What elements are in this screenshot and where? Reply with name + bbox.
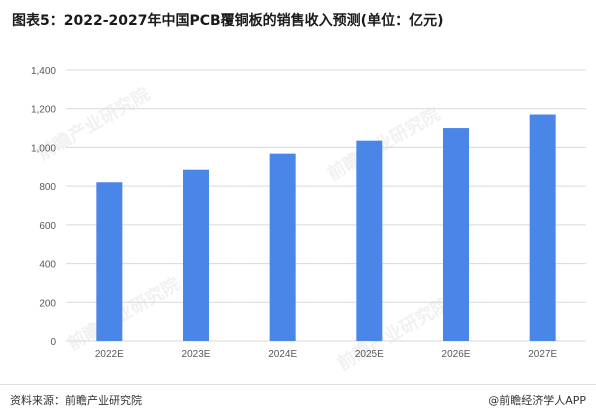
x-tick-label: 2022E [95, 349, 124, 360]
y-tick-label: 0 [50, 337, 56, 348]
bar-chart: 0 200 400 600 800 1,000 1,200 1,400 2022E 2023E 20… [31, 66, 586, 360]
bar [443, 128, 469, 341]
x-tick-label: 2024E [268, 349, 297, 360]
x-tick-label: 2027E [528, 349, 557, 360]
y-tick-label: 200 [39, 298, 56, 309]
bar [269, 153, 296, 341]
y-tick-label: 1,000 [31, 143, 56, 154]
x-tick-label: 2025E [355, 349, 384, 360]
y-tick-label: 400 [39, 260, 56, 271]
brand-note: @前瞻经济学人APP [488, 394, 586, 407]
source-note: 资料来源：前瞻产业研究院 [10, 394, 142, 407]
bar [183, 169, 209, 341]
y-tick-label: 1,200 [31, 105, 56, 116]
x-tick-label: 2026E [442, 349, 471, 360]
y-tick-label: 600 [39, 221, 56, 232]
bar [356, 140, 383, 341]
y-tick-label: 800 [39, 182, 56, 193]
x-tick-label: 2023E [182, 349, 211, 360]
bar [529, 114, 556, 342]
y-tick-label: 1,400 [31, 66, 56, 77]
chart-title: 图表5：2022-2027年中国PCB覆铜板的销售收入预测(单位：亿元) [12, 13, 444, 29]
bar [96, 182, 123, 341]
footer: 资料来源：前瞻产业研究院 @前瞻经济学人APP [0, 384, 596, 417]
